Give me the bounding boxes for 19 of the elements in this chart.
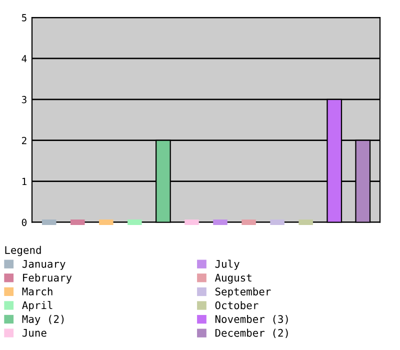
legend-label: June: [22, 329, 46, 337]
y-tick-label: 3: [22, 96, 26, 104]
y-tick-label: 0: [22, 218, 27, 226]
legend-label: April: [22, 301, 52, 312]
legend-label: January: [22, 260, 66, 270]
legend-label: February: [23, 274, 72, 284]
legend-label: July: [215, 260, 240, 270]
legend-label: March: [22, 287, 52, 296]
legend-label: May (2): [22, 314, 64, 325]
legend-label: November (3): [215, 314, 288, 324]
y-tick-label: 1: [22, 178, 26, 186]
legend-label: August: [214, 274, 252, 284]
y-tick-label: 4: [22, 55, 27, 62]
legend-label: October: [215, 301, 258, 310]
y-tick-label: 5: [22, 14, 26, 22]
legend-title: Legend: [5, 246, 41, 256]
legend-label: December (2): [215, 328, 288, 338]
legend-label: September: [215, 287, 271, 298]
y-tick-label: 2: [22, 136, 26, 144]
